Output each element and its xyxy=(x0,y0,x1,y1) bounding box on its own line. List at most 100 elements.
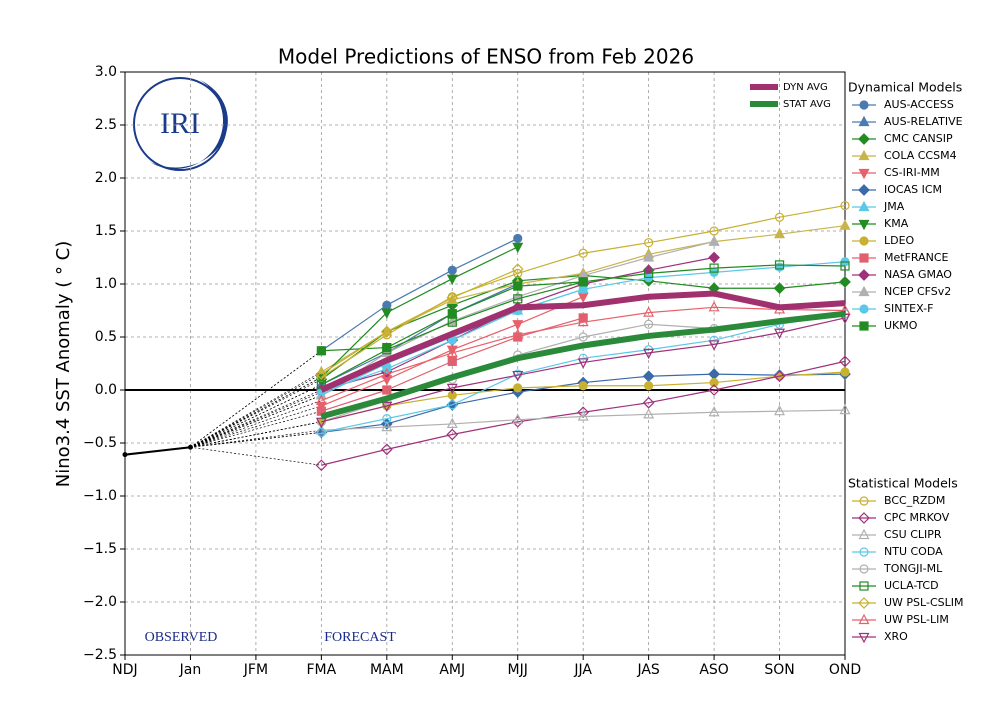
x-tick-label: JFM xyxy=(243,662,268,678)
legend-entry: SINTEX-F xyxy=(852,302,933,315)
connector xyxy=(190,350,322,448)
logo-text: IRI xyxy=(160,107,200,140)
legend-entry: UW PSL-LIM xyxy=(852,613,949,626)
marker xyxy=(858,512,870,524)
legend-label: CSU CLIPR xyxy=(884,528,942,541)
y-tick-label: −2.0 xyxy=(83,594,117,610)
marker xyxy=(577,315,589,327)
marker xyxy=(858,200,870,212)
marker xyxy=(447,356,457,366)
marker xyxy=(839,219,851,230)
marker xyxy=(380,443,393,456)
legend-label: LDEO xyxy=(884,234,915,247)
legend-label: UCLA-TCD xyxy=(884,579,939,592)
marker xyxy=(773,282,786,295)
legend-entry: BCC_RZDM xyxy=(852,494,945,507)
marker xyxy=(381,420,393,432)
marker xyxy=(708,405,720,417)
marker xyxy=(187,444,193,450)
y-tick-label: 0.0 xyxy=(95,382,117,398)
marker xyxy=(315,394,327,405)
legend-entry: UCLA-TCD xyxy=(852,579,939,592)
x-tick-label: ASO xyxy=(699,662,728,678)
x-tick-label: Jan xyxy=(179,662,202,678)
marker xyxy=(858,632,870,644)
legend-entry: AUS-RELATIVE xyxy=(852,115,963,128)
marker xyxy=(513,281,523,291)
legend-label: TONGJI-ML xyxy=(883,562,943,575)
marker xyxy=(708,340,720,351)
marker xyxy=(513,294,523,304)
legend-label: STAT AVG xyxy=(783,99,831,110)
marker xyxy=(446,383,458,395)
marker xyxy=(774,227,786,239)
plot-area xyxy=(120,71,851,660)
legend-label: UKMO xyxy=(884,319,918,332)
series-line xyxy=(321,264,846,386)
legend-entry: KMA xyxy=(852,217,909,231)
legend-title: Statistical Models xyxy=(848,476,958,491)
series xyxy=(315,403,851,435)
legend-entry: NCEP CFSv2 xyxy=(852,285,951,298)
connector xyxy=(190,400,322,448)
marker xyxy=(643,306,655,317)
marker xyxy=(859,581,869,591)
marker xyxy=(382,300,392,310)
legend-label: AUS-ACCESS xyxy=(884,98,954,111)
series-line xyxy=(321,204,846,378)
marker xyxy=(381,308,393,319)
marker xyxy=(644,381,654,391)
marker xyxy=(642,370,655,383)
marker xyxy=(578,248,588,258)
legend-label: NASA GMAO xyxy=(884,268,952,281)
y-tick-label: −1.0 xyxy=(83,488,117,504)
legend-entry: AUS-ACCESS xyxy=(852,98,954,111)
series-line xyxy=(321,306,846,402)
series-line xyxy=(321,313,846,433)
legend-label: IOCAS ICM xyxy=(884,183,942,196)
marker xyxy=(316,346,326,356)
legend-entry: XRO xyxy=(852,630,908,644)
marker xyxy=(774,404,786,416)
legend-entry: IOCAS ICM xyxy=(852,183,942,196)
marker xyxy=(447,309,457,319)
marker xyxy=(708,251,720,264)
marker xyxy=(859,304,869,314)
legend-entry: TONGJI-ML xyxy=(852,562,943,575)
legend-entry: MetFRANCE xyxy=(852,251,949,264)
series xyxy=(315,301,851,405)
legend-entry: CPC MRKOV xyxy=(852,511,950,524)
legend-label: UW PSL-CSLIM xyxy=(884,596,963,609)
series-line xyxy=(321,268,518,375)
legend-entry: JMA xyxy=(852,200,905,213)
legend-entry: NTU CODA xyxy=(852,545,943,558)
marker xyxy=(512,242,524,254)
marker xyxy=(382,414,392,424)
marker xyxy=(642,396,655,409)
marker xyxy=(858,269,870,281)
series-line xyxy=(321,237,518,352)
y-tick-label: −1.5 xyxy=(83,541,117,557)
marker xyxy=(859,100,869,110)
marker xyxy=(644,238,654,248)
chart-title: Model Predictions of ENSO from Feb 2026 xyxy=(278,45,694,69)
marker xyxy=(446,291,459,304)
legend-label: CMC CANSIP xyxy=(884,132,953,145)
legend-label: CPC MRKOV xyxy=(884,511,950,524)
average-line xyxy=(320,290,846,393)
legend-label: AUS-RELATIVE xyxy=(884,115,963,128)
x-tick-label: MJJ xyxy=(508,662,528,678)
series xyxy=(315,313,851,429)
legend-entry: CSU CLIPR xyxy=(852,528,942,541)
marker xyxy=(643,408,655,419)
marker xyxy=(382,345,392,355)
legend-label: CS-IRI-MM xyxy=(884,166,940,179)
marker xyxy=(578,284,588,294)
legend-label: DYN AVG xyxy=(783,82,828,93)
marker xyxy=(708,384,720,396)
legend-label: NTU CODA xyxy=(884,545,943,558)
marker xyxy=(839,276,851,288)
marker xyxy=(512,371,524,382)
marker xyxy=(315,417,327,429)
x-tick-label: AMJ xyxy=(439,662,465,678)
